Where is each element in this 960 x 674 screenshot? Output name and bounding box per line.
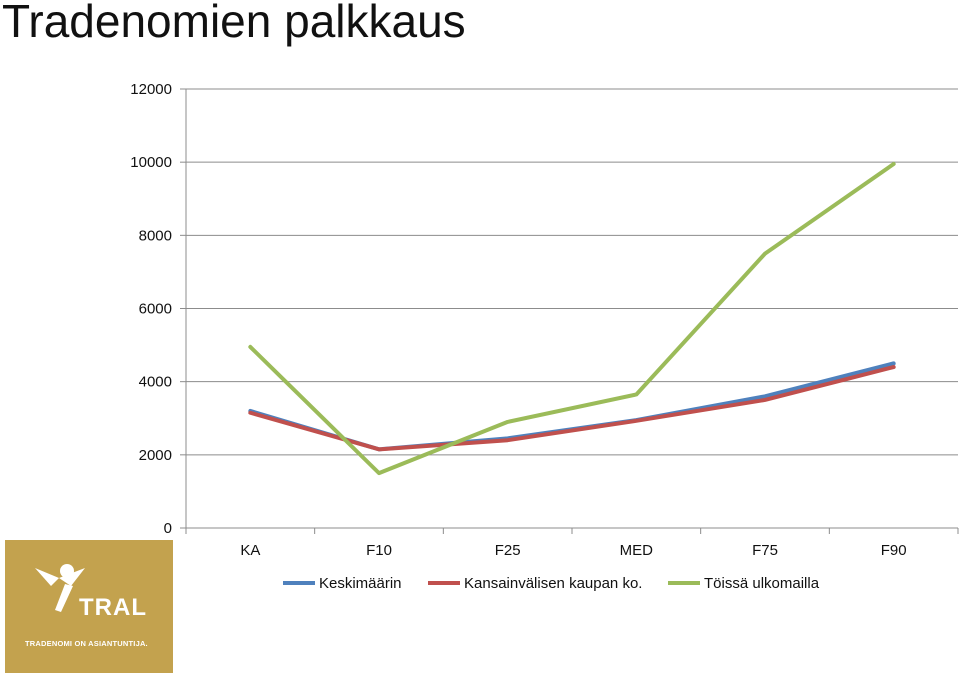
y-tick-labels: 0 2000 4000 6000 8000 10000 12000 (130, 81, 172, 537)
logo-slogan: TRADENOMI ON ASIANTUNTIJA. (25, 639, 148, 648)
tral-logo: TRAL TRADENOMI ON ASIANTUNTIJA. (5, 540, 173, 673)
x-tick-label: F10 (366, 542, 392, 559)
y-tick-label: 0 (164, 520, 172, 537)
gridlines (186, 88, 958, 456)
series-line-2 (248, 365, 896, 452)
x-tick-label: F75 (752, 542, 778, 559)
y-tick-label: 12000 (130, 81, 172, 98)
legend-label: Töissä ulkomailla (704, 575, 820, 592)
x-tick-labels: KA F10 F25 MED F75 F90 (240, 542, 906, 559)
x-tick-label: MED (620, 542, 654, 559)
legend: Keskimäärin Kansainvälisen kaupan ko. Töis… (283, 575, 820, 592)
series-line-3 (248, 161, 896, 476)
axes (180, 88, 959, 534)
y-tick-label: 2000 (139, 447, 172, 464)
legend-label: Keskimäärin (319, 575, 402, 592)
legend-label: Kansainvälisen kaupan ko. (464, 575, 642, 592)
y-tick-label: 8000 (139, 227, 172, 244)
line-chart: 0 2000 4000 6000 8000 10000 12000 KA F10 F25 MED F… (130, 81, 959, 592)
logo-wordmark: TRAL (79, 594, 147, 621)
tral-figure-icon (35, 564, 85, 612)
y-tick-label: 6000 (139, 301, 172, 318)
series-lines (248, 161, 896, 476)
x-tick-label: F90 (881, 542, 907, 559)
y-tick-label: 10000 (130, 154, 172, 171)
page-title: Tradenomien palkkaus (2, 0, 466, 47)
x-tick-label: F25 (495, 542, 521, 559)
x-tick-label: KA (240, 542, 260, 559)
y-tick-label: 4000 (139, 374, 172, 391)
